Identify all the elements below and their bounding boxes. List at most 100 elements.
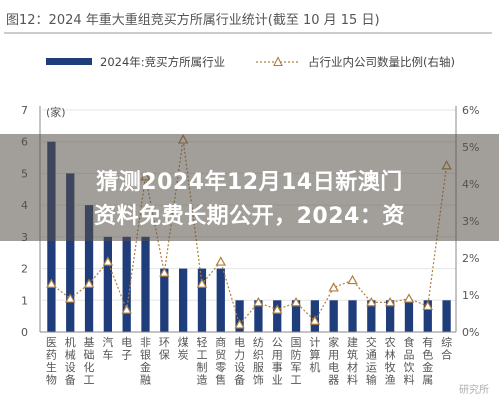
x-tick-char: 纺 xyxy=(253,335,264,349)
x-tick-char: 合 xyxy=(441,348,452,362)
x-tick-char: 物 xyxy=(46,373,57,387)
x-tick-label-7: 环保 xyxy=(159,336,170,362)
ratio-point-13 xyxy=(272,304,283,314)
x-tick-char: 饮 xyxy=(403,361,414,374)
x-tick-char: 业 xyxy=(272,374,283,387)
x-tick-char: 炭 xyxy=(178,349,189,362)
x-tick-label-5: 电子 xyxy=(121,336,132,362)
x-tick-char: 工 xyxy=(196,349,207,362)
x-tick-char: 防 xyxy=(291,348,302,362)
x-tick-char: 环 xyxy=(159,336,170,349)
x-tick-char: 设 xyxy=(65,361,76,374)
ratio-point-20 xyxy=(403,293,415,303)
x-tick-char: 有 xyxy=(422,335,433,349)
legend-label-bars: 2024年:竞买方所属行业 xyxy=(100,55,225,69)
x-tick-char: 备 xyxy=(65,373,76,387)
ratio-point-2 xyxy=(65,293,76,303)
x-tick-char: 林 xyxy=(385,348,396,362)
x-tick-char: 家 xyxy=(328,335,339,349)
x-tick-char: 输 xyxy=(366,373,377,387)
bar-16 xyxy=(329,300,338,332)
x-tick-char: 机 xyxy=(309,360,320,374)
x-tick-char: 械 xyxy=(65,348,76,362)
x-tick-char: 煤 xyxy=(178,336,189,349)
x-tick-char: 色 xyxy=(422,348,433,362)
x-tick-char: 商 xyxy=(215,335,226,349)
x-tick-char: 用 xyxy=(272,349,283,362)
x-tick-char: 汽 xyxy=(102,335,113,349)
x-tick-char: 建 xyxy=(347,335,358,349)
x-tick-label-8: 煤炭 xyxy=(178,336,189,362)
x-tick-char: 子 xyxy=(121,349,132,362)
ratio-point-9 xyxy=(196,278,208,288)
ratio-point-1 xyxy=(46,278,57,288)
x-tick-char: 交 xyxy=(366,335,377,349)
watermark: 研究所 xyxy=(459,385,489,396)
ratio-point-7 xyxy=(159,267,170,277)
ratio-point-5 xyxy=(121,304,132,314)
bar-13 xyxy=(273,300,282,332)
ratio-point-10 xyxy=(215,256,226,266)
ratio-point-15 xyxy=(309,315,321,325)
x-tick-char: 力 xyxy=(234,349,245,362)
x-tick-char: 通 xyxy=(366,349,377,362)
x-tick-char: 车 xyxy=(102,348,113,362)
x-tick-char: 国 xyxy=(291,336,302,349)
x-tick-char: 农 xyxy=(385,335,396,349)
ratio-point-14 xyxy=(290,296,302,307)
x-tick-char: 料 xyxy=(403,373,414,387)
ratio-point-4 xyxy=(102,256,114,266)
bar-6 xyxy=(141,236,150,332)
bar-12 xyxy=(254,300,263,332)
legend: 2024年:竞买方所属行业 占行业内公司数量比例(右轴) xyxy=(46,55,455,69)
x-tick-char: 渔 xyxy=(385,374,396,387)
x-tick-char: 器 xyxy=(328,374,339,387)
ratio-point-11 xyxy=(234,319,245,329)
x-tick-char: 算 xyxy=(309,348,320,362)
y-right-tick-label: 6% xyxy=(462,104,479,117)
x-tick-char: 织 xyxy=(253,349,264,362)
y-left-tick-label: 0 xyxy=(21,326,28,339)
x-tick-char: 料 xyxy=(347,373,358,387)
bar-8 xyxy=(178,268,188,332)
bar-19 xyxy=(385,300,395,332)
axes: 012345670%1%2%3%4%5%6%(家)医药生物机械设备基础化工汽车电… xyxy=(21,104,479,387)
y-right-tick-label: 2% xyxy=(462,252,479,265)
x-tick-char: 食 xyxy=(403,335,414,349)
chart-title: 图12：2024 年重大重组竞买方所属行业统计(截至 10 月 15 日) xyxy=(6,12,380,28)
ratio-line xyxy=(51,139,448,326)
x-tick-char: 品 xyxy=(403,349,414,362)
x-tick-char: 事 xyxy=(272,361,283,374)
x-tick-char: 非 xyxy=(140,336,151,349)
overlay-line-2: 资料免费长期公开，2024：资 xyxy=(94,204,405,229)
bar-9 xyxy=(197,268,207,332)
x-tick-char: 工 xyxy=(291,374,302,387)
x-tick-char: 军 xyxy=(291,361,302,374)
x-tick-char: 生 xyxy=(46,360,57,374)
x-tick-char: 造 xyxy=(196,373,207,387)
legend-swatch-marker xyxy=(273,56,283,67)
x-tick-char: 银 xyxy=(140,348,151,362)
x-tick-char: 础 xyxy=(84,349,95,362)
x-tick-char: 医 xyxy=(46,336,57,349)
bar-20 xyxy=(404,300,414,332)
bar-21 xyxy=(423,300,432,332)
ratio-point-16 xyxy=(328,282,339,292)
y-right-tick-label: 1% xyxy=(462,289,479,302)
ratio-point-19 xyxy=(384,296,396,307)
overlay-banner: 猜测2024年12月14日新澳门 资料免费长期公开，2024：资 xyxy=(0,134,499,241)
x-tick-char: 基 xyxy=(84,336,95,349)
x-tick-char: 筑 xyxy=(347,348,358,362)
y-left-tick-label: 1 xyxy=(21,294,28,307)
bar-3 xyxy=(84,205,94,332)
x-tick-label-22: 综合 xyxy=(441,335,452,362)
